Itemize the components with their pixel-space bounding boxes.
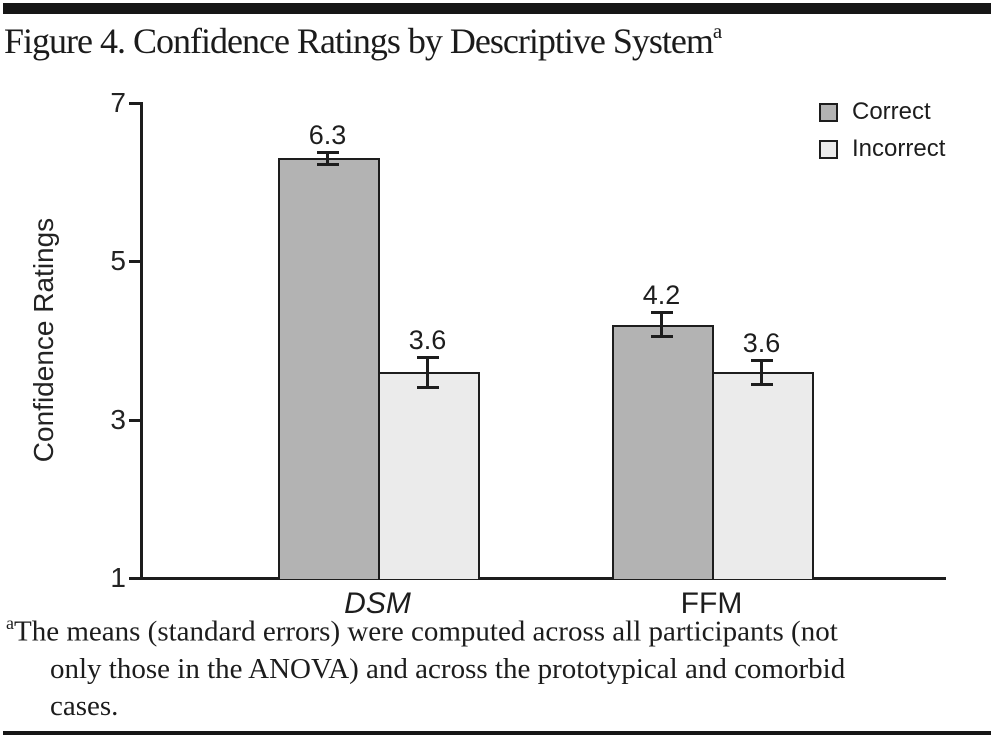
legend-item-incorrect: Incorrect [819,135,945,163]
figure-title-superscript: a [712,19,723,43]
y-tick-label-3: 3 [110,403,126,435]
error-bar-stem [326,150,329,167]
x-category-label-ffm: FFM [680,587,743,620]
bar-value-label-ffm-incorrect: 3.6 [742,327,781,358]
error-bar-cap-bottom [416,385,439,389]
figure-title: Figure 4. Confidence Ratings by Descript… [4,19,723,62]
y-axis-line [140,102,143,579]
bottom-rule [3,731,991,735]
x-category-label-dsm: DSM [344,587,411,620]
footnote-line-1: aThe means (standard errors) were comput… [6,613,838,648]
footnote-superscript: a [6,613,14,633]
y-axis-label: Confidence Ratings [28,217,59,463]
top-rule [3,3,991,14]
y-tick-mark-3 [129,418,143,422]
bar-ffm-incorrect [711,372,814,579]
bar-value-label-dsm-incorrect: 3.6 [408,324,447,355]
error-bar-cap-bottom [316,163,339,167]
bar-dsm-incorrect [377,372,480,579]
figure-title-text: Figure 4. Confidence Ratings by Descript… [4,21,714,61]
y-tick-mark-7 [129,102,143,105]
bar-ffm-correct [611,324,714,579]
error-bar-cap-bottom [650,335,673,339]
chart-legend: Correct Incorrect [819,98,945,172]
legend-item-correct: Correct [819,98,945,126]
bar-value-label-dsm-correct: 6.3 [308,119,347,150]
legend-label-incorrect: Incorrect [852,135,946,162]
error-bar-dsm-incorrect [416,355,439,389]
y-tick-mark-5 [129,260,143,264]
y-tick-mark-1 [129,577,143,580]
error-bar-ffm-incorrect [750,358,773,386]
y-tick-label-1: 1 [110,562,126,593]
error-bar-stem [426,355,429,389]
error-bar-stem [660,311,663,339]
figure-footnote: aThe means (standard errors) were comput… [6,606,956,725]
footnote-line-3: cases. [50,689,119,722]
error-bar-ffm-correct [650,311,673,339]
legend-swatch-incorrect [819,139,838,159]
bar-dsm-correct [277,158,380,579]
legend-label-correct: Correct [852,98,931,125]
error-bar-cap-bottom [750,382,773,386]
y-tick-label-5: 5 [110,245,126,277]
error-bar-dsm-correct [316,150,339,167]
x-axis-line [129,577,946,580]
legend-swatch-correct [819,102,838,122]
y-tick-label-7: 7 [110,87,126,118]
footnote-line-2: only those in the ANOVA) and across the … [50,652,846,685]
error-bar-stem [760,358,763,386]
bar-value-label-ffm-correct: 4.2 [642,280,681,311]
